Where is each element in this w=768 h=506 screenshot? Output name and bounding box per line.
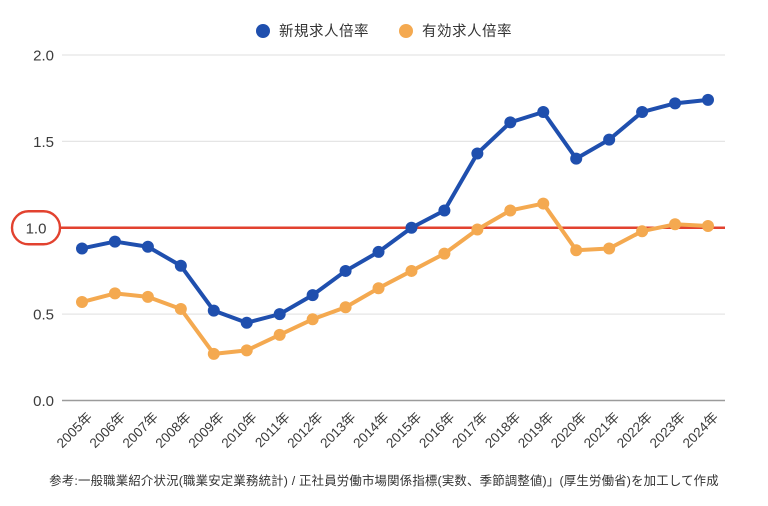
x-tick-label: 2009年 <box>186 410 227 451</box>
x-tick-label: 2020年 <box>548 410 589 451</box>
x-tick-label: 2011年 <box>252 410 293 451</box>
data-point <box>636 106 649 119</box>
chart-legend: 新規求人倍率 有効求人倍率 <box>0 20 768 41</box>
legend-label: 有効求人倍率 <box>422 24 512 40</box>
data-point <box>603 242 616 255</box>
data-point <box>405 221 418 234</box>
source-caption: 参考:一般職業紹介状況(職業安定業務統計) / 正社員労働市場関係指標(実数、季… <box>49 474 719 488</box>
legend-item-new-openings-ratio: 新規求人倍率 <box>256 20 369 41</box>
legend-item-effective-openings-ratio: 有効求人倍率 <box>399 20 512 41</box>
data-point <box>273 328 286 341</box>
x-tick-label: 2012年 <box>284 410 325 451</box>
data-point <box>570 152 583 165</box>
data-point <box>76 296 88 309</box>
data-point <box>141 290 154 303</box>
data-point <box>174 302 187 315</box>
x-tick-label: 2021年 <box>581 410 622 451</box>
data-point <box>537 106 550 119</box>
x-tick-label: 2010年 <box>218 410 259 451</box>
data-point <box>438 204 451 217</box>
data-point <box>372 245 385 258</box>
data-point <box>504 116 517 129</box>
data-point <box>504 204 517 217</box>
x-tick-label: 2016年 <box>416 410 457 451</box>
data-point <box>306 313 319 326</box>
data-point <box>108 235 121 248</box>
data-point <box>471 147 484 160</box>
series-line-0 <box>80 97 710 325</box>
data-point <box>306 289 319 302</box>
data-point <box>636 225 649 238</box>
y-tick-label: 2.0 <box>33 48 54 65</box>
data-point <box>603 133 616 146</box>
series-line-1 <box>80 201 710 356</box>
x-tick-label: 2008年 <box>153 410 194 451</box>
x-tick-label: 2023年 <box>647 410 688 451</box>
data-point <box>240 316 253 329</box>
x-tick-label: 2019年 <box>515 410 556 451</box>
data-point <box>207 347 220 360</box>
data-point <box>570 244 583 257</box>
data-point <box>702 220 714 233</box>
data-point <box>207 304 220 317</box>
data-point <box>405 264 418 277</box>
x-tick-label: 2007年 <box>120 410 161 451</box>
data-point <box>108 287 121 300</box>
x-tick-label: 2013年 <box>317 410 358 451</box>
legend-dot-icon <box>399 23 413 38</box>
line-chart: 0.0 0.5 1.0 1.5 2.0 2005年2006年2007年2008年2009年… <box>10 48 725 451</box>
x-tick-label: 2024年 <box>680 410 721 451</box>
data-point <box>669 97 682 110</box>
data-point <box>76 242 88 255</box>
data-point <box>372 282 385 295</box>
data-point <box>240 344 253 357</box>
data-point <box>438 247 451 260</box>
legend-dot-icon <box>256 23 270 38</box>
reference-label-circle <box>10 210 62 246</box>
x-tick-label: 2017年 <box>449 410 490 451</box>
data-point <box>702 93 714 106</box>
data-point <box>339 301 352 314</box>
data-point <box>471 223 484 236</box>
data-point <box>537 197 550 210</box>
x-tick-label: 2018年 <box>482 410 523 451</box>
y-tick-label: 0.5 <box>33 307 54 324</box>
y-tick-label: 1.0 <box>26 220 47 237</box>
data-point <box>141 240 154 253</box>
legend-label: 新規求人倍率 <box>279 24 369 40</box>
data-point <box>273 308 286 321</box>
y-tick-label: 0.0 <box>33 393 54 410</box>
x-tick-label: 2015年 <box>383 410 424 451</box>
data-point <box>339 264 352 277</box>
data-point <box>669 218 682 231</box>
x-tick-label: 2005年 <box>54 410 95 451</box>
x-tick-label: 2022年 <box>614 410 655 451</box>
x-tick-label: 2006年 <box>87 410 128 451</box>
x-tick-label: 2014年 <box>350 410 391 451</box>
data-point <box>174 259 187 272</box>
y-tick-label: 1.5 <box>33 134 54 151</box>
